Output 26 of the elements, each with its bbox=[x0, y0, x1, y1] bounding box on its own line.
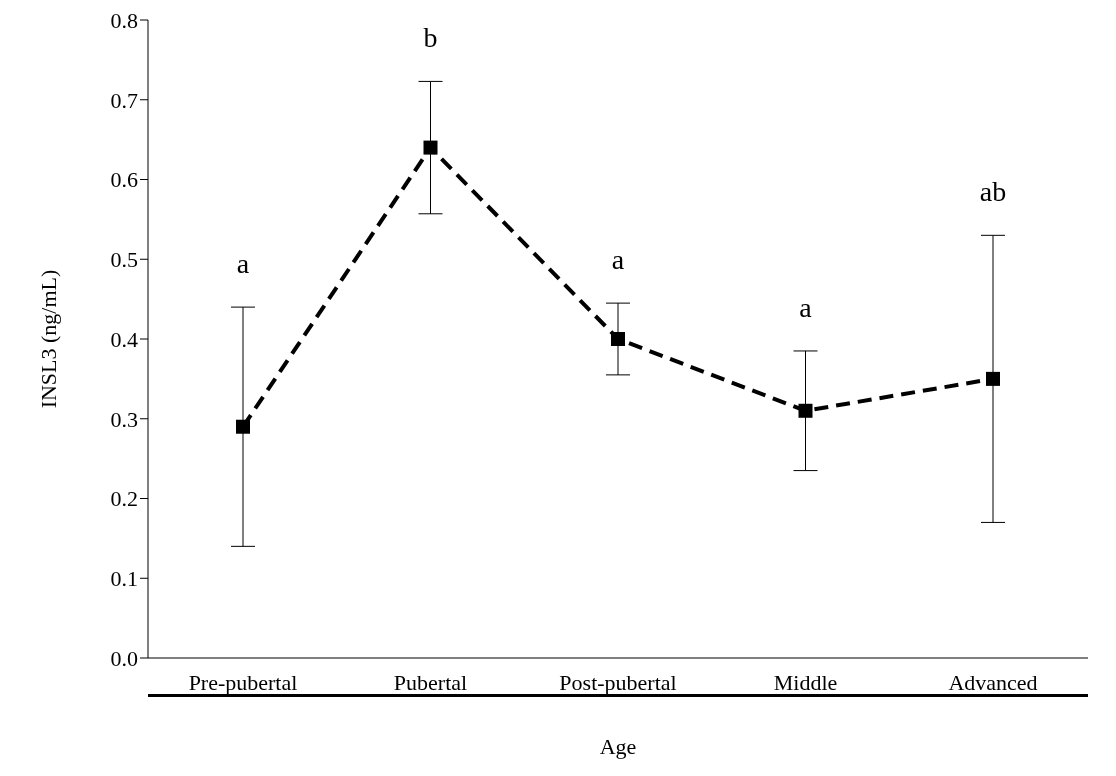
x-tick-label: Pubertal bbox=[393, 669, 468, 695]
point bbox=[236, 419, 250, 434]
x-tick-label: Advanced bbox=[948, 669, 1038, 695]
y-tick-label: 0.3 bbox=[110, 406, 138, 432]
annotation: a bbox=[611, 244, 625, 276]
annotation: b bbox=[423, 22, 438, 54]
x-axis-title: Age bbox=[599, 733, 637, 759]
x-tick-label: Middle bbox=[773, 669, 838, 695]
y-tick-label: 0.7 bbox=[110, 87, 138, 113]
y-tick-label: 0.1 bbox=[110, 566, 138, 592]
x-tick-label: Pre-pubertal bbox=[188, 669, 298, 695]
point bbox=[611, 332, 625, 346]
y-axis-title: INSL3 (ng/mL) bbox=[35, 269, 61, 409]
annotation: a bbox=[236, 248, 250, 280]
point bbox=[986, 371, 1000, 386]
x-tick-label: Post-pubertal bbox=[559, 669, 677, 695]
y-tick-label: 0.6 bbox=[110, 167, 138, 193]
y-tick-label: 0.2 bbox=[110, 486, 138, 512]
y-tick-label: 0.4 bbox=[110, 326, 138, 352]
y-tick-label: 0.8 bbox=[110, 7, 138, 33]
annotation: a bbox=[799, 291, 813, 323]
y-tick-label: 0.0 bbox=[110, 645, 138, 671]
point bbox=[423, 140, 438, 155]
annotation: ab bbox=[979, 176, 1007, 208]
y-tick-label: 0.5 bbox=[110, 247, 138, 273]
point bbox=[798, 403, 813, 418]
